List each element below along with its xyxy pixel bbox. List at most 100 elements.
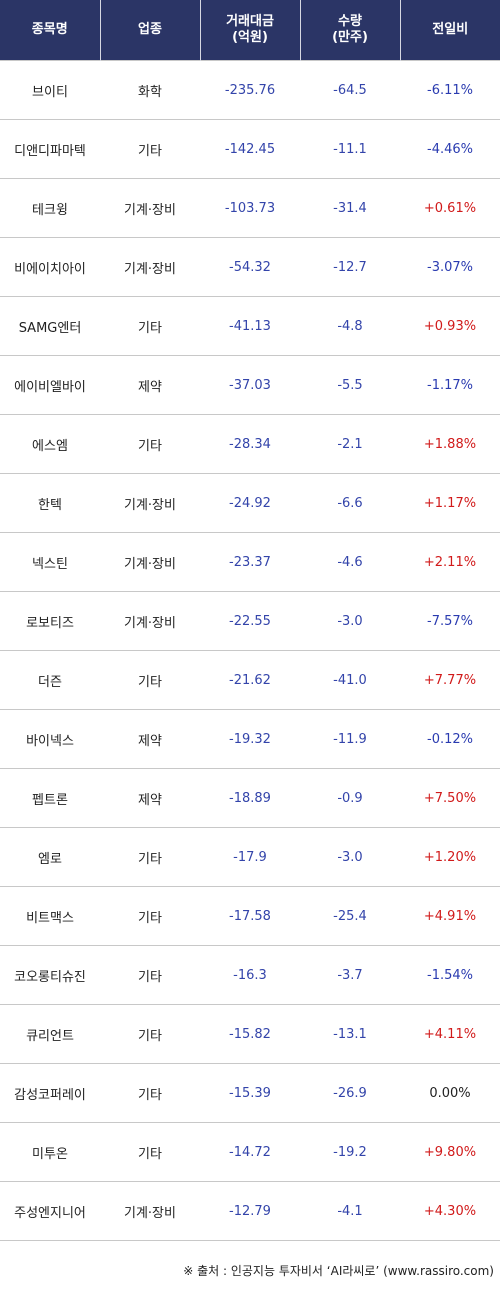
cell-sector: 기계·장비 [100,237,200,297]
cell-name: 한텍 [0,473,100,533]
table-row: 비트맥스 기타 -17.58 -25.4 +4.91% [0,886,500,946]
cell-name: 주성엔지니어 [0,1181,100,1241]
cell-amount: -235.76 [200,60,300,120]
table-header: 종목명 업종 거래대금 (억원) 수량 (만주) 전일비 [0,0,500,61]
cell-name: 더즌 [0,650,100,710]
cell-name: 감성코퍼레이 [0,1063,100,1123]
cell-name: 로보티즈 [0,591,100,651]
cell-amount: -18.89 [200,768,300,828]
cell-volume: -11.1 [300,119,400,179]
cell-change: +0.93% [400,296,500,356]
table-row: 더즌 기타 -21.62 -41.0 +7.77% [0,650,500,710]
cell-change: 0.00% [400,1063,500,1123]
cell-sector: 기타 [100,827,200,887]
cell-volume: -3.7 [300,945,400,1005]
cell-change: +4.30% [400,1181,500,1241]
cell-name: 바이넥스 [0,709,100,769]
cell-volume: -0.9 [300,768,400,828]
cell-change: +1.20% [400,827,500,887]
cell-change: -0.12% [400,709,500,769]
cell-amount: -17.58 [200,886,300,946]
cell-change: -4.46% [400,119,500,179]
cell-sector: 제약 [100,355,200,415]
cell-volume: -19.2 [300,1122,400,1182]
cell-volume: -11.9 [300,709,400,769]
cell-name: 브이티 [0,60,100,120]
cell-name: 펩트론 [0,768,100,828]
cell-change: +4.11% [400,1004,500,1064]
cell-change: +7.50% [400,768,500,828]
cell-volume: -31.4 [300,178,400,238]
cell-sector: 기타 [100,119,200,179]
cell-name: 넥스틴 [0,532,100,592]
cell-amount: -41.13 [200,296,300,356]
cell-change: -3.07% [400,237,500,297]
table-row: 바이넥스 제약 -19.32 -11.9 -0.12% [0,709,500,769]
cell-sector: 기타 [100,1004,200,1064]
cell-amount: -16.3 [200,945,300,1005]
table-row: 디앤디파마텍 기타 -142.45 -11.1 -4.46% [0,119,500,179]
header-sector: 업종 [99,0,200,61]
cell-volume: -26.9 [300,1063,400,1123]
cell-sector: 기타 [100,945,200,1005]
cell-name: 미투온 [0,1122,100,1182]
cell-name: 에스엠 [0,414,100,474]
table-row: 주성엔지니어 기계·장비 -12.79 -4.1 +4.30% [0,1181,500,1241]
cell-amount: -15.39 [200,1063,300,1123]
table-row: 브이티 화학 -235.76 -64.5 -6.11% [0,60,500,120]
cell-change: +1.17% [400,473,500,533]
cell-sector: 기계·장비 [100,473,200,533]
cell-sector: 제약 [100,768,200,828]
table-row: 펩트론 제약 -18.89 -0.9 +7.50% [0,768,500,828]
header-amount-line1: 거래대금 [226,14,274,29]
cell-name: 엠로 [0,827,100,887]
cell-name: 에이비엘바이 [0,355,100,415]
table-row: 비에이치아이 기계·장비 -54.32 -12.7 -3.07% [0,237,500,297]
table-row: 큐리언트 기타 -15.82 -13.1 +4.11% [0,1004,500,1064]
cell-volume: -2.1 [300,414,400,474]
table-row: 한텍 기계·장비 -24.92 -6.6 +1.17% [0,473,500,533]
cell-volume: -6.6 [300,473,400,533]
header-volume-line2: (만주) [332,30,368,45]
cell-amount: -23.37 [200,532,300,592]
cell-sector: 기타 [100,886,200,946]
table-row: 넥스틴 기계·장비 -23.37 -4.6 +2.11% [0,532,500,592]
cell-amount: -21.62 [200,650,300,710]
source-note: ※ 출처 : 인공지능 투자비서 ‘AI라씨로’ (www.rassiro.co… [183,1264,494,1278]
cell-volume: -4.1 [300,1181,400,1241]
cell-sector: 기계·장비 [100,1181,200,1241]
cell-name: 디앤디파마텍 [0,119,100,179]
header-change: 전일비 [399,0,500,61]
cell-sector: 기타 [100,1063,200,1123]
cell-name: SAMG엔터 [0,296,100,356]
stock-table: 종목명 업종 거래대금 (억원) 수량 (만주) 전일비 브이티 화학 -235.7… [0,0,500,1241]
cell-change: +9.80% [400,1122,500,1182]
cell-amount: -103.73 [200,178,300,238]
header-amount: 거래대금 (억원) [199,0,300,61]
cell-change: +1.88% [400,414,500,474]
cell-amount: -19.32 [200,709,300,769]
cell-change: -6.11% [400,60,500,120]
cell-volume: -25.4 [300,886,400,946]
table-row: 감성코퍼레이 기타 -15.39 -26.9 0.00% [0,1063,500,1123]
header-volume: 수량 (만주) [299,0,400,61]
cell-change: -1.17% [400,355,500,415]
cell-change: +4.91% [400,886,500,946]
cell-sector: 기계·장비 [100,591,200,651]
header-name: 종목명 [0,0,100,61]
cell-sector: 기계·장비 [100,178,200,238]
table-row: 에이비엘바이 제약 -37.03 -5.5 -1.17% [0,355,500,415]
table-row: 에스엠 기타 -28.34 -2.1 +1.88% [0,414,500,474]
cell-amount: -22.55 [200,591,300,651]
cell-volume: -41.0 [300,650,400,710]
cell-sector: 화학 [100,60,200,120]
cell-sector: 기타 [100,414,200,474]
cell-change: -7.57% [400,591,500,651]
cell-volume: -3.0 [300,591,400,651]
header-amount-line2: (억원) [232,30,268,45]
cell-volume: -4.8 [300,296,400,356]
table-row: 코오롱티슈진 기타 -16.3 -3.7 -1.54% [0,945,500,1005]
cell-amount: -17.9 [200,827,300,887]
table-row: 미투온 기타 -14.72 -19.2 +9.80% [0,1122,500,1182]
cell-amount: -28.34 [200,414,300,474]
